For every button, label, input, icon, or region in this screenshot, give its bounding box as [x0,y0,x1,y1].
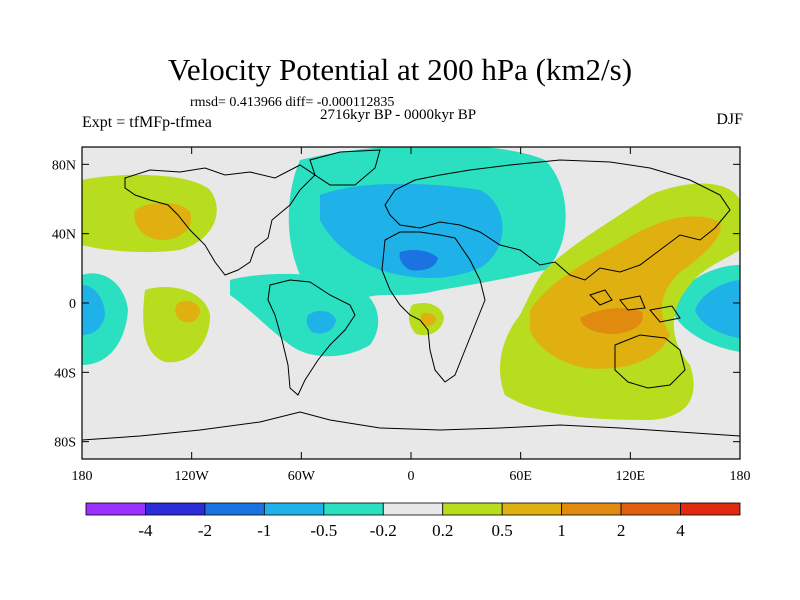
coastline-greenland [309,149,381,186]
colorbar-label: 2 [617,521,626,540]
rmsd-diff-stats: rmsd= 0.413966 diff= -0.000112835 [190,95,395,110]
contour-fills [82,147,740,420]
coastline-south-america [267,279,356,396]
season-label: DJF [716,111,743,128]
lon-tick-label: 120W [175,469,210,484]
colorbar-label: -2 [198,521,212,540]
colorbar-swatch [561,502,622,516]
coastline-africa [381,231,486,383]
map-title: Velocity Potential at 200 hPa (km2/s) [167,52,633,87]
contour-neg-west-pacific-core [82,285,105,335]
colorbar-label: -0.2 [370,521,397,540]
colorbar-label: 0.5 [492,521,513,540]
colorbar-label: 0.2 [432,521,453,540]
contour-neg-south-america-core [306,310,336,334]
lon-tick-label: 60W [288,469,316,484]
contour-pos-gulf-of-guinea-core [421,312,436,327]
colorbar: -4 -2 -1 -0.5 -0.2 0.2 0.5 1 2 4 [85,502,741,540]
lon-tick-label: 0 [408,469,415,484]
coastlines [82,149,740,441]
lat-tick-label: 40N [52,228,76,243]
colorbar-swatch [263,502,325,516]
contour-pos-indo-pacific-mid [530,216,721,369]
lon-tick-label: 60E [509,469,532,484]
contour-pos-north-pacific-core [134,202,192,240]
experiment-label: Expt = tfMFp-tfmea [82,114,212,131]
lat-tick-label: 0 [69,297,76,312]
colorbar-swatch [680,502,741,516]
coastline-antarctica [82,411,740,441]
contour-neg-east-pacific-core [695,280,740,338]
colorbar-swatch [145,502,206,516]
contour-neg-south-america [230,273,379,357]
colorbar-swatch [501,502,563,516]
colorbar-label: -0.5 [310,521,337,540]
colorbar-swatch [85,502,146,516]
colorbar-swatch [620,502,681,516]
colorbar-swatch [382,502,444,516]
coastline-maritime-continent [589,289,681,323]
colorbar-swatch [204,502,265,516]
colorbar-swatch [323,502,384,516]
latitude-axis: 80N 40N 0 40S 80S [52,158,740,451]
contour-neg-africa-core [399,250,438,271]
contour-pos-indo-pacific-core [580,308,643,334]
time-period: 2716kyr BP - 0000kyr BP [320,107,477,123]
colorbar-label: 1 [557,521,566,540]
lat-tick-label: 80S [54,436,76,451]
contour-pos-central-pacific-core [175,301,200,323]
colorbar-label: 4 [676,521,685,540]
coastline-north-america [124,164,316,276]
coastline-australia [614,334,686,389]
colorbar-swatch [442,502,503,516]
longitude-axis: 180 120W 60W 0 60E 120E 180 [72,147,751,484]
lat-tick-label: 80N [52,158,76,173]
contour-neg-atlantic-europe-core [320,183,503,279]
coastline-europe-asia [384,159,731,281]
colorbar-label: -1 [257,521,271,540]
lon-tick-label: 180 [72,469,93,484]
lon-tick-label: 180 [730,469,751,484]
lon-tick-label: 120E [616,469,646,484]
lat-tick-label: 40S [54,366,76,381]
colorbar-label: -4 [138,521,153,540]
